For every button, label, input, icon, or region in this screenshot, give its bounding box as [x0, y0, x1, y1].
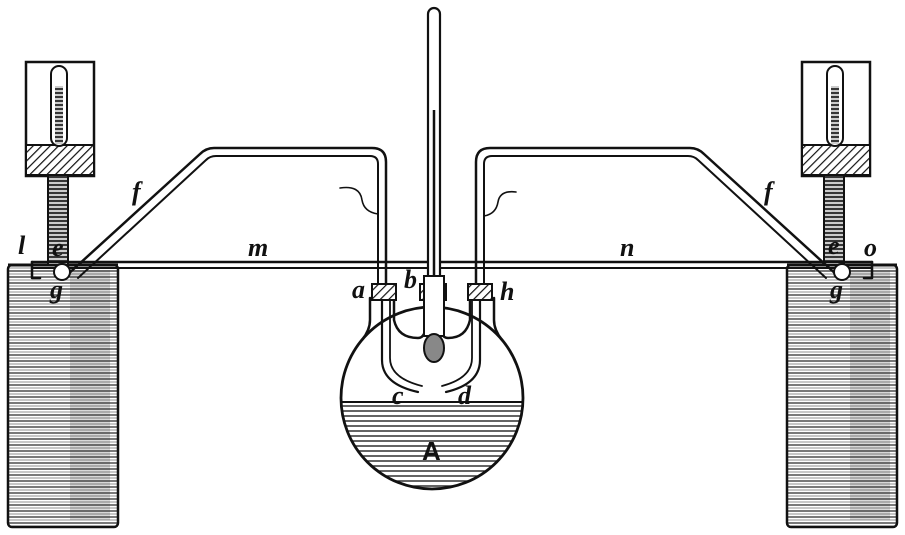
label-A: A [422, 436, 441, 466]
central-thermometer [423, 6, 445, 363]
label-d: d [458, 381, 472, 410]
label-e-left: e [52, 233, 64, 262]
label-f-left: f [132, 177, 143, 206]
labels: l e g f m a b h c d A n f e g o [18, 177, 877, 466]
label-f-right: f [764, 177, 775, 206]
right-jar [785, 263, 899, 529]
label-l: l [18, 231, 26, 260]
label-o: o [864, 233, 877, 262]
label-c: c [392, 381, 404, 410]
label-a: a [352, 275, 365, 304]
label-n: n [620, 233, 634, 262]
label-h: h [500, 277, 514, 306]
label-m: m [248, 233, 268, 262]
right-thermometer [800, 60, 872, 266]
label-g-right: g [829, 275, 843, 304]
right-delivery-tube [474, 146, 851, 287]
label-e-right: e [828, 231, 840, 260]
left-delivery-tube [53, 146, 388, 287]
connecting-rod [30, 260, 874, 280]
label-b: b [404, 265, 417, 294]
left-jar [6, 263, 120, 529]
label-g-left: g [49, 275, 63, 304]
